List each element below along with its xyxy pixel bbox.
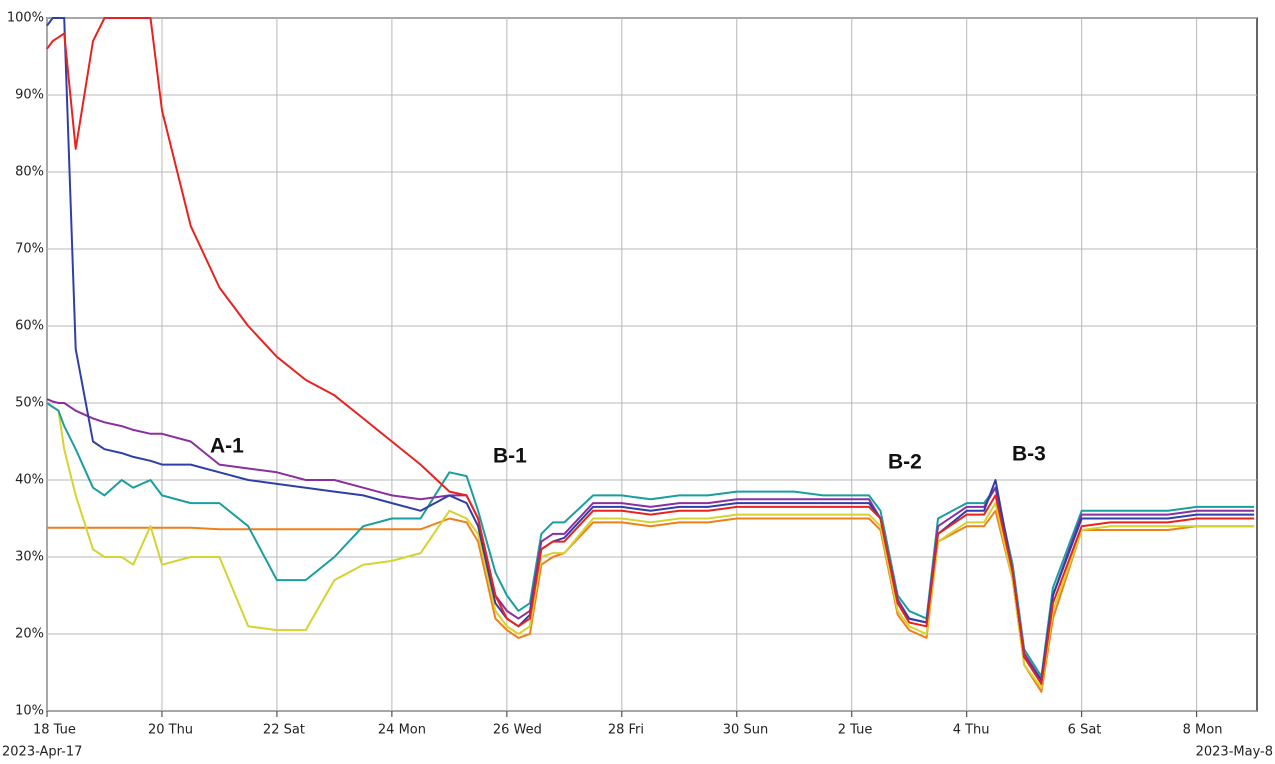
plot-area: [46, 17, 1258, 712]
end-date-label: 2023-May-8: [1196, 745, 1273, 760]
y-tick-label: 50%: [15, 396, 44, 411]
y-tick-label: 80%: [15, 165, 44, 180]
x-tick-label: 24 Mon: [378, 723, 426, 738]
start-date-label: 2023-Apr-17: [2, 745, 82, 760]
x-tick-label: 2 Tue: [838, 723, 873, 738]
y-tick-label: 20%: [15, 627, 44, 642]
y-tick-label: 70%: [15, 242, 44, 257]
y-tick-label: 10%: [15, 704, 44, 719]
annotation: B-3: [1012, 443, 1046, 466]
annotation: B-1: [493, 445, 527, 468]
x-tick-label: 8 Mon: [1183, 723, 1223, 738]
x-tick-label: 20 Thu: [148, 723, 193, 738]
y-tick-label: 90%: [15, 88, 44, 103]
x-tick-label: 18 Tue: [33, 723, 76, 738]
annotation: A-1: [210, 435, 244, 458]
x-tick-label: 22 Sat: [263, 723, 305, 738]
y-tick-label: 100%: [7, 11, 44, 26]
x-tick-label: 30 Sun: [723, 723, 768, 738]
annotation: B-2: [888, 451, 922, 474]
y-tick-label: 30%: [15, 550, 44, 565]
x-tick-label: 4 Thu: [953, 723, 990, 738]
x-tick-label: 28 Fri: [608, 723, 644, 738]
x-tick-label: 26 Wed: [493, 723, 542, 738]
series-line: [46, 17, 1255, 685]
y-tick-label: 40%: [15, 473, 44, 488]
series-line: [46, 402, 1255, 689]
x-tick-label: 6 Sat: [1068, 723, 1102, 738]
y-tick-label: 60%: [15, 319, 44, 334]
